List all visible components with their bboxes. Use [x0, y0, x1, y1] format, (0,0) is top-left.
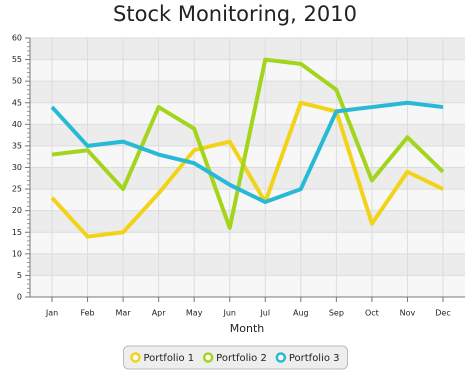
y-tick-label: 45: [12, 98, 22, 107]
legend-box: [122, 345, 349, 370]
x-tick-label: Jul: [259, 309, 270, 318]
x-tick-label: Dec: [435, 309, 450, 318]
y-tick-label: 40: [12, 120, 22, 129]
x-tick-label: Nov: [400, 309, 416, 318]
x-tick-label: Mar: [116, 309, 132, 318]
x-axis-label: Month: [230, 322, 265, 335]
x-tick-label: Oct: [365, 309, 379, 318]
y-tick-label: 30: [12, 163, 22, 172]
y-tick-label: 0: [17, 293, 22, 302]
legend-symbol: [202, 352, 214, 363]
grid-band: [30, 253, 465, 276]
y-tick-label: 35: [12, 141, 22, 150]
legend-label: Portfolio 3: [289, 353, 340, 364]
y-tick-label: 15: [12, 228, 22, 237]
x-tick-label: Apr: [152, 309, 167, 318]
y-tick-label: 20: [12, 206, 22, 215]
chart-title: Stock Monitoring, 2010: [113, 2, 357, 26]
legend: Portfolio 1 Portfolio 2 Portfolio 3: [122, 345, 349, 370]
grid-band: [30, 210, 465, 233]
legend-symbol: [275, 352, 287, 363]
series-line: [50, 100, 444, 205]
legend-label: Portfolio 1: [143, 353, 194, 364]
y-tick-label: 60: [12, 34, 22, 43]
x-tick-label: Jun: [222, 309, 236, 318]
series-line: [50, 100, 444, 239]
y-tick-label: 5: [17, 271, 22, 280]
y-tick-label: 10: [12, 249, 22, 258]
x-tick-label: Jan: [45, 309, 58, 318]
series-line: [51, 57, 445, 230]
grid-band: [30, 81, 465, 103]
legend-symbol: [130, 352, 141, 363]
x-tick-label: Feb: [80, 309, 94, 318]
x-tick-label: Aug: [293, 309, 309, 318]
y-tick-label: 50: [12, 77, 22, 86]
legend-label: Portfolio 2: [216, 353, 267, 364]
x-tick-label: May: [186, 309, 203, 318]
x-tick-label: Sep: [329, 309, 344, 318]
y-tick-label: 55: [12, 55, 22, 64]
grid-band: [30, 38, 465, 60]
y-tick-label: 25: [12, 185, 22, 194]
